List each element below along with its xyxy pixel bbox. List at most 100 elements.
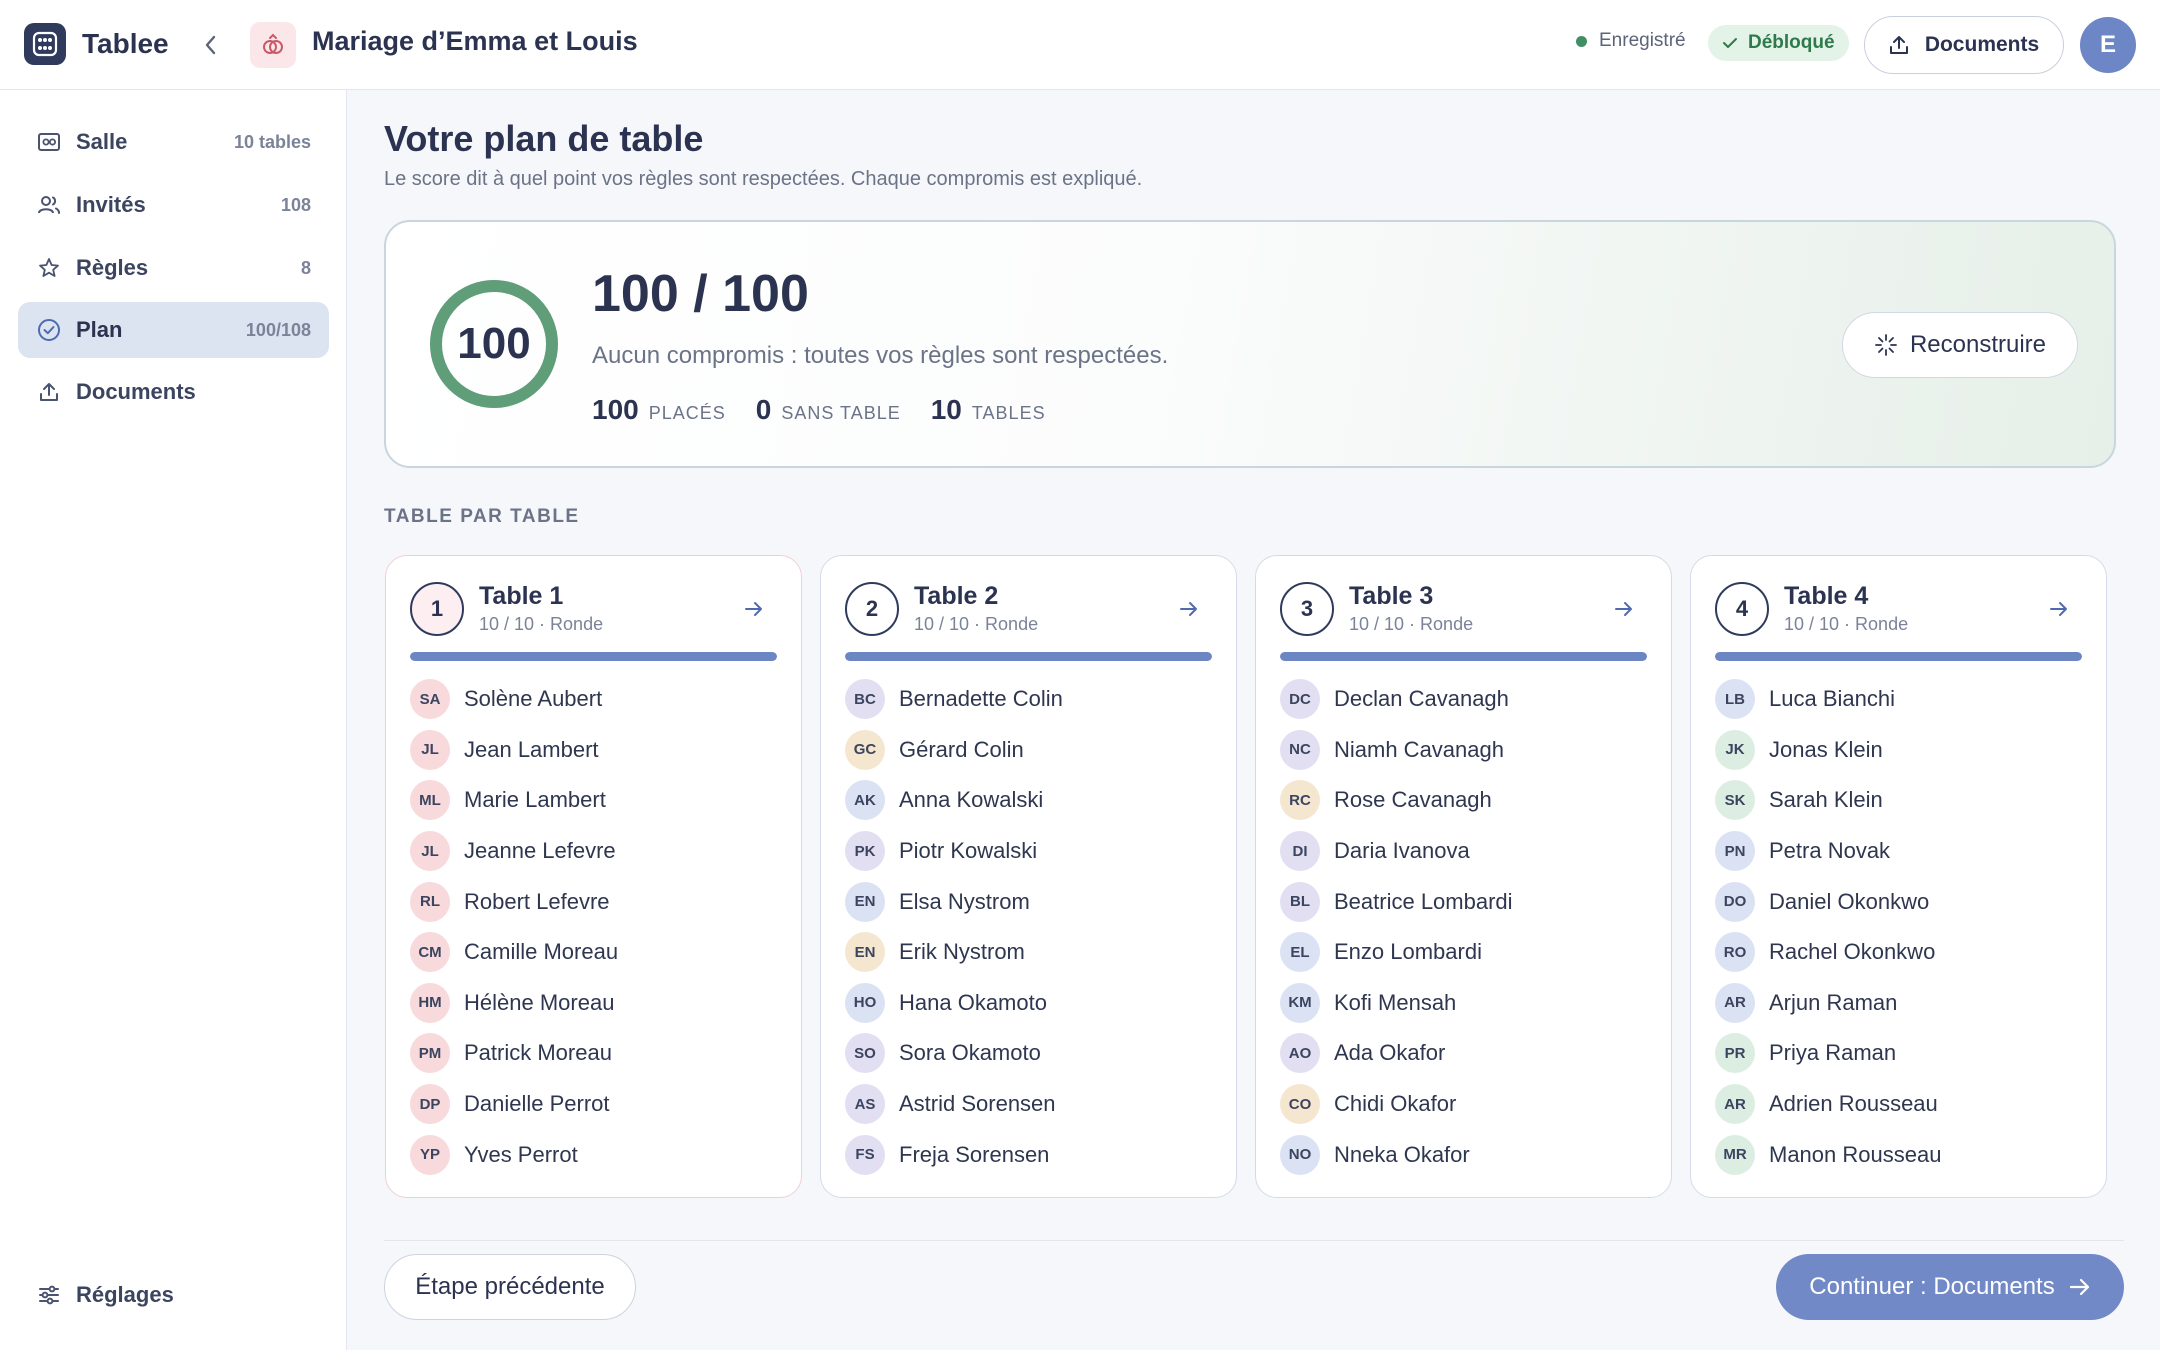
app-name: Tablee xyxy=(82,28,169,59)
stat-label: SANS TABLE xyxy=(781,403,901,423)
guest-row[interactable]: JK Jonas Klein xyxy=(1715,725,2082,776)
guest-row[interactable]: YP Yves Perrot xyxy=(410,1129,777,1180)
guest-row[interactable]: JL Jeanne Lefevre xyxy=(410,826,777,877)
guest-row[interactable]: DC Declan Cavanagh xyxy=(1280,674,1647,725)
users-icon xyxy=(36,192,62,218)
stat-value: 0 xyxy=(755,394,772,425)
guest-avatar: BL xyxy=(1280,881,1320,922)
table-card[interactable]: 2 Table 2 10 / 10 · Ronde BC Bernadette Coli… xyxy=(820,555,1237,1198)
table-capacity-fill xyxy=(1715,652,2082,661)
table-number-badge: 3 xyxy=(1280,582,1334,636)
sidebar-item-count: 108 xyxy=(280,194,311,215)
documents-button[interactable]: Documents xyxy=(1864,16,2064,74)
previous-step-button[interactable]: Étape précédente xyxy=(384,1254,636,1320)
score-message: Aucun compromis : toutes vos règles sont… xyxy=(592,342,1169,369)
table-capacity-bar xyxy=(1280,652,1647,661)
table-card[interactable]: 3 Table 3 10 / 10 · Ronde DC Declan Cavanagh… xyxy=(1255,555,1672,1198)
guest-row[interactable]: CM Camille Moreau xyxy=(410,927,777,978)
table-card[interactable]: 1 Table 1 10 / 10 · Ronde SA Solène Aubert JL… xyxy=(385,555,802,1198)
guest-row[interactable]: BC Bernadette Colin xyxy=(845,674,1212,725)
sidebar-item-invites[interactable]: Invités 108 xyxy=(18,177,329,233)
arrow-right-icon xyxy=(2069,1278,2089,1296)
guest-row[interactable]: MR Manon Rousseau xyxy=(1715,1129,2082,1180)
open-table-button[interactable] xyxy=(1611,596,1637,622)
sidebar-item-regles[interactable]: Règles 8 xyxy=(18,240,329,296)
continue-label: Continuer : Documents xyxy=(1809,1273,2055,1300)
guest-avatar: AR xyxy=(1715,982,1755,1023)
footer-divider xyxy=(384,1240,2124,1241)
guest-row[interactable]: PM Patrick Moreau xyxy=(410,1028,777,1079)
guest-row[interactable]: PK Piotr Kowalski xyxy=(845,826,1212,877)
guest-list: SA Solène Aubert JL Jean Lambert ML Marie Lam… xyxy=(410,674,777,1180)
guest-row[interactable]: SO Sora Okamoto xyxy=(845,1028,1212,1079)
score-headline: 100 / 100 xyxy=(592,265,809,323)
guest-avatar: PR xyxy=(1715,1033,1755,1074)
guest-avatar: FS xyxy=(845,1134,885,1175)
guest-row[interactable]: AR Arjun Raman xyxy=(1715,978,2082,1029)
open-table-button[interactable] xyxy=(741,596,767,622)
rebuild-button[interactable]: Reconstruire xyxy=(1842,312,2078,378)
guest-list: BC Bernadette Colin GC Gérard Colin AK Anna K… xyxy=(845,674,1212,1180)
check-circle-icon xyxy=(36,317,62,343)
guest-avatar: HO xyxy=(845,982,885,1023)
guest-row[interactable]: AO Ada Okafor xyxy=(1280,1028,1647,1079)
guest-row[interactable]: KM Kofi Mensah xyxy=(1280,978,1647,1029)
guest-row[interactable]: RO Rachel Okonkwo xyxy=(1715,927,2082,978)
guest-row[interactable]: EN Erik Nystrom xyxy=(845,927,1212,978)
guest-row[interactable]: SK Sarah Klein xyxy=(1715,775,2082,826)
guest-row[interactable]: LB Luca Bianchi xyxy=(1715,674,2082,725)
guest-row[interactable]: NC Niamh Cavanagh xyxy=(1280,725,1647,776)
guest-row[interactable]: CO Chidi Okafor xyxy=(1280,1079,1647,1130)
user-avatar[interactable]: E xyxy=(2080,17,2136,73)
guest-row[interactable]: DP Danielle Perrot xyxy=(410,1079,777,1130)
guest-name: Enzo Lombardi xyxy=(1334,939,1482,965)
guest-row[interactable]: RL Robert Lefevre xyxy=(410,876,777,927)
guest-row[interactable]: HM Hélène Moreau xyxy=(410,978,777,1029)
status-dot-icon xyxy=(1576,35,1587,47)
table-card[interactable]: 4 Table 4 10 / 10 · Ronde LB Luca Bianchi JK J… xyxy=(1690,555,2107,1198)
guest-avatar: MR xyxy=(1715,1134,1755,1175)
sidebar-item-salle[interactable]: Salle 10 tables xyxy=(18,114,329,170)
guest-row[interactable]: ML Marie Lambert xyxy=(410,775,777,826)
sidebar-item-count: 8 xyxy=(300,257,311,278)
guest-name: Erik Nystrom xyxy=(899,939,1025,965)
upload-icon xyxy=(36,379,62,405)
guest-row[interactable]: DO Daniel Okonkwo xyxy=(1715,876,2082,927)
settings-link[interactable]: Réglages xyxy=(36,1282,174,1308)
open-table-button[interactable] xyxy=(1176,596,1202,622)
guest-row[interactable]: PN Petra Novak xyxy=(1715,826,2082,877)
guest-name: Elsa Nystrom xyxy=(899,888,1030,914)
guest-row[interactable]: AS Astrid Sorensen xyxy=(845,1079,1212,1130)
guest-name: Robert Lefevre xyxy=(464,888,610,914)
guest-row[interactable]: HO Hana Okamoto xyxy=(845,978,1212,1029)
guest-avatar: PM xyxy=(410,1033,450,1074)
guest-row[interactable]: NO Nneka Okafor xyxy=(1280,1129,1647,1180)
guest-avatar: ML xyxy=(410,780,450,821)
back-button[interactable] xyxy=(196,28,226,62)
table-name: Table 3 xyxy=(1349,582,1434,610)
guest-avatar: DO xyxy=(1715,881,1755,922)
guest-row[interactable]: GC Gérard Colin xyxy=(845,725,1212,776)
stat-placed: 100 PLACÉS xyxy=(592,394,726,426)
guest-row[interactable]: BL Beatrice Lombardi xyxy=(1280,876,1647,927)
guest-name: Rose Cavanagh xyxy=(1334,787,1492,813)
guest-row[interactable]: JL Jean Lambert xyxy=(410,725,777,776)
rings-icon xyxy=(250,22,296,68)
brand[interactable]: Tablee xyxy=(24,23,169,65)
guest-row[interactable]: RC Rose Cavanagh xyxy=(1280,775,1647,826)
guest-row[interactable]: SA Solène Aubert xyxy=(410,674,777,725)
save-status: Enregistré xyxy=(1576,30,1686,52)
guest-row[interactable]: FS Freja Sorensen xyxy=(845,1129,1212,1180)
open-table-button[interactable] xyxy=(2046,596,2072,622)
chevron-left-icon xyxy=(205,35,216,55)
continue-button[interactable]: Continuer : Documents xyxy=(1776,1254,2124,1320)
guest-row[interactable]: EL Enzo Lombardi xyxy=(1280,927,1647,978)
sidebar-item-plan[interactable]: Plan 100/108 xyxy=(18,302,329,358)
guest-row[interactable]: AK Anna Kowalski xyxy=(845,775,1212,826)
guest-row[interactable]: DI Daria Ivanova xyxy=(1280,826,1647,877)
guest-row[interactable]: AR Adrien Rousseau xyxy=(1715,1079,2082,1130)
guest-row[interactable]: PR Priya Raman xyxy=(1715,1028,2082,1079)
guest-avatar: RC xyxy=(1280,780,1320,821)
sidebar-item-documents[interactable]: Documents xyxy=(18,364,329,420)
guest-row[interactable]: EN Elsa Nystrom xyxy=(845,876,1212,927)
